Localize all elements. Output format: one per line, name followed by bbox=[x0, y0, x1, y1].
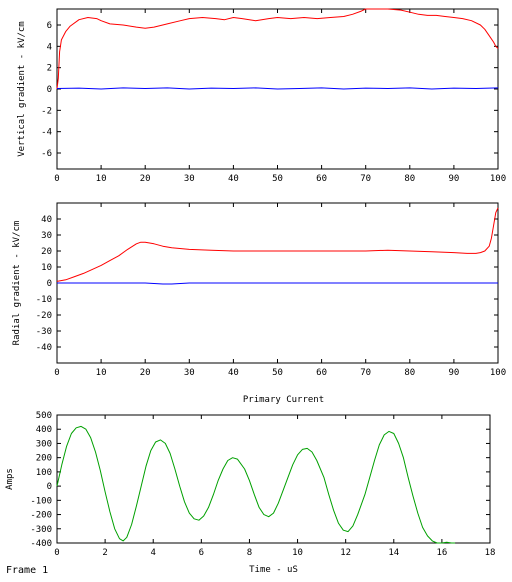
chart2-x-tick-label: 18 bbox=[485, 548, 496, 558]
chart2-x-tick-label: 0 bbox=[54, 548, 59, 558]
chart1-x-tick-label: 80 bbox=[404, 368, 415, 378]
chart2-x-axis-label: Time - uS bbox=[249, 565, 298, 575]
chart1-y-tick-label: -10 bbox=[36, 295, 52, 305]
chart2-plot-frame bbox=[56, 414, 491, 544]
chart2-y-axis-label: Amps bbox=[5, 468, 15, 490]
chart1-y-tick-label: 10 bbox=[41, 263, 52, 273]
chart0-y-tick-label: 0 bbox=[47, 85, 52, 95]
chart1-x-tick-label: 20 bbox=[140, 368, 151, 378]
chart0-y-tick-label: -4 bbox=[41, 128, 52, 138]
chart0-y-tick-label: -2 bbox=[41, 106, 52, 116]
chart0-y-tick-label: 6 bbox=[47, 21, 52, 31]
chart1-y-axis-label: Radial gradient - kV/cm bbox=[12, 221, 22, 346]
chart2-y-tick-label: 100 bbox=[36, 468, 52, 478]
chart1-y-tick-label: 0 bbox=[47, 279, 52, 289]
chart2-x-tick-label: 8 bbox=[247, 548, 252, 558]
chart1-x-tick-label: 40 bbox=[228, 368, 239, 378]
chart0-x-tick-label: 0 bbox=[54, 174, 59, 184]
chart0-y-tick-label: -6 bbox=[41, 149, 52, 159]
chart0-x-tick-label: 90 bbox=[448, 174, 459, 184]
chart2-x-tick-label: 16 bbox=[436, 548, 447, 558]
chart0-y-axis-label: Vertical gradient - kV/cm bbox=[17, 21, 27, 156]
chart0-x-tick-label: 70 bbox=[360, 174, 371, 184]
chart1-x-tick-label: 50 bbox=[272, 368, 283, 378]
chart1-series-0-line bbox=[56, 207, 499, 282]
chart2-y-tick-label: 500 bbox=[36, 411, 52, 421]
chart1-x-tick-label: 100 bbox=[490, 368, 506, 378]
chart0-x-tick-label: 30 bbox=[184, 174, 195, 184]
chart1-y-tick-label: 40 bbox=[41, 215, 52, 225]
chart1-x-tick-label: 0 bbox=[54, 368, 59, 378]
chart0-x-tick-label: 80 bbox=[404, 174, 415, 184]
chart2-x-tick-label: 10 bbox=[292, 548, 303, 558]
chart0-y-tick-label: 2 bbox=[47, 64, 52, 74]
chart1-y-tick-label: -40 bbox=[36, 343, 52, 353]
chart0-x-tick-label: 60 bbox=[316, 174, 327, 184]
chart2-x-tick-label: 14 bbox=[388, 548, 399, 558]
chart0-x-tick-label: 20 bbox=[140, 174, 151, 184]
chart2-series-0-line bbox=[56, 425, 456, 544]
chart2-x-tick-label: 12 bbox=[340, 548, 351, 558]
chart1-series-1-line bbox=[57, 282, 498, 285]
chart0-x-tick-label: 50 bbox=[272, 174, 283, 184]
chart1-y-tick-label: -20 bbox=[36, 311, 52, 321]
chart1-x-tick-label: 10 bbox=[96, 368, 107, 378]
chart2-title: Primary Current bbox=[243, 395, 324, 405]
vertical-gradient-panel: 0 10 20 30 40 50 60 70 80 90 100 -6 -4 -2 0 2 4 6 Vertical… bbox=[17, 8, 506, 184]
chart2-y-tick-label: 400 bbox=[36, 425, 52, 435]
chart1-y-tick-label: 20 bbox=[41, 247, 52, 257]
chart1-x-tick-label: 60 bbox=[316, 368, 327, 378]
chart1-x-tick-label: 90 bbox=[448, 368, 459, 378]
chart1-x-tick-label: 30 bbox=[184, 368, 195, 378]
chart0-series-1-line bbox=[56, 87, 499, 90]
chart2-x-tick-label: 4 bbox=[151, 548, 156, 558]
chart2-x-tick-label: 6 bbox=[199, 548, 204, 558]
chart2-y-tick-label: -400 bbox=[30, 539, 52, 549]
chart2-y-tick-label: 300 bbox=[36, 439, 52, 449]
chart2-y-tick-label: -100 bbox=[30, 496, 52, 506]
chart1-x-tick-label: 70 bbox=[360, 368, 371, 378]
chart2-y-tick-label: -200 bbox=[30, 511, 52, 521]
chart2-y-tick-label: 200 bbox=[36, 454, 52, 464]
chart0-y-tick-label: 4 bbox=[47, 42, 52, 52]
chart0-series-0-line bbox=[56, 8, 499, 90]
frame-label: Frame 1 bbox=[6, 565, 49, 576]
chart1-y-tick-label: 30 bbox=[41, 231, 52, 241]
primary-current-panel: 0 2 4 6 8 10 12 14 16 18 -400 -300 -200 -100 0 100 200 30… bbox=[5, 395, 495, 575]
chart2-y-tick-label: 0 bbox=[47, 482, 52, 492]
chart0-x-tick-label: 10 bbox=[96, 174, 107, 184]
chart2-x-tick-label: 2 bbox=[102, 548, 107, 558]
chart2-y-tick-label: -300 bbox=[30, 525, 52, 535]
chart0-x-tick-label: 100 bbox=[490, 174, 506, 184]
radial-gradient-panel: 0 10 20 30 40 50 60 70 80 90 100 -40 -30 -20 -10 0 10 20 3… bbox=[12, 202, 506, 378]
chart0-x-tick-label: 40 bbox=[228, 174, 239, 184]
chart1-y-tick-label: -30 bbox=[36, 327, 52, 337]
